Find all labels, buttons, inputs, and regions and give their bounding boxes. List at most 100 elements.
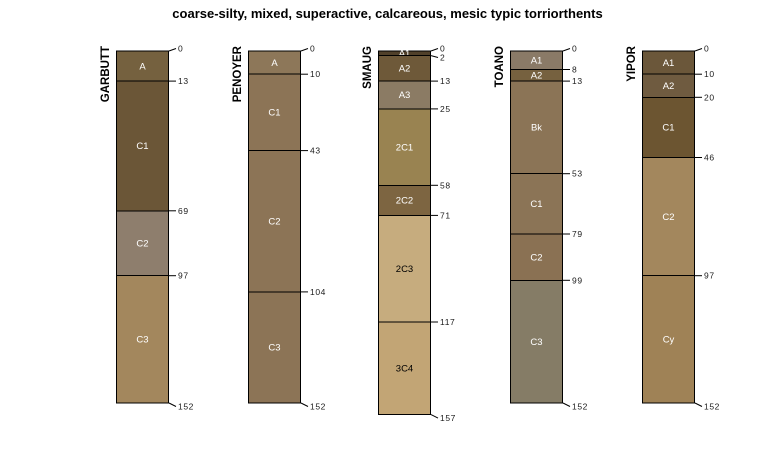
horizon-rect: [510, 80, 563, 175]
depth-label: 69: [178, 206, 189, 216]
depth-label: 97: [704, 271, 715, 281]
depth-label: 13: [178, 76, 189, 86]
horizon-rect: [642, 157, 695, 277]
depth-label: 0: [310, 44, 315, 54]
depth-label: 10: [704, 69, 715, 79]
horizon-label: A2: [399, 64, 411, 75]
depth-label: 13: [572, 76, 583, 86]
depth-label: 152: [572, 402, 588, 412]
depth-tick: [300, 402, 309, 407]
horizon-label: A: [139, 61, 146, 72]
horizon-rect: [510, 173, 563, 235]
profile-name-label: GARBUTT: [100, 46, 112, 102]
depth-label: 157: [440, 413, 456, 423]
horizon-label: 2C2: [396, 196, 413, 207]
profile-name-label: SMAUG: [362, 46, 374, 89]
depth-label: 0: [440, 44, 445, 54]
depth-label: 0: [178, 44, 183, 54]
depth-label: 58: [440, 180, 451, 190]
depth-tick: [168, 48, 177, 52]
depth-label: 104: [310, 287, 326, 297]
depth-label: 152: [704, 402, 720, 412]
horizon-rect: [116, 210, 169, 277]
profile-smaug: SMAUG A1 A2 A3 2C1 2C2 2C3 3C4 02 13 25 58 71 117 157: [362, 44, 456, 424]
horizon-rect: [378, 55, 431, 82]
horizon-rect: [248, 150, 301, 293]
depth-tick: [168, 402, 177, 407]
horizon-rect: [116, 80, 169, 212]
horizon-rect: [642, 96, 695, 159]
horizon-label: A1: [399, 49, 411, 60]
profile-toano: TOANO A1 A2 Bk C1 C2 C3 0 813 53 79 99 152: [494, 44, 588, 412]
depth-tick: [694, 402, 703, 407]
depth-tick: [694, 48, 703, 52]
profile-penoyer: PENOYER A C1 C2 C3 0 10 43 104 152: [232, 44, 326, 412]
horizon-label: A: [271, 58, 278, 69]
depth-label: 79: [572, 229, 583, 239]
horizon-rect: [510, 279, 563, 404]
depth-label: 71: [440, 210, 451, 220]
depth-tick: [300, 48, 309, 52]
horizon-label: C1: [268, 108, 280, 119]
horizon-rect: [116, 275, 169, 404]
depth-label: 53: [572, 169, 583, 179]
horizon-label: C2: [530, 252, 542, 263]
horizon-rect: [378, 184, 431, 216]
horizon-rect: [248, 291, 301, 404]
profile-yipor: YIPOR A1 A2 C1 C2 Cy 0 10 20 46 97 152: [626, 44, 720, 412]
depth-tick: [430, 48, 439, 52]
horizon-rect: [116, 50, 169, 82]
horizon-rect: [510, 233, 563, 281]
depth-tick: [430, 55, 439, 58]
depth-label: 97: [178, 271, 189, 281]
horizon-label: C1: [530, 199, 542, 210]
horizon-label: C1: [662, 123, 674, 134]
depth-label: 2: [440, 53, 445, 63]
depth-label: 152: [178, 402, 194, 412]
plot-title: coarse-silty, mixed, superactive, calcar…: [172, 6, 603, 21]
depth-tick: [562, 402, 571, 407]
horizon-label: 3C4: [396, 364, 413, 375]
horizon-label: A2: [531, 71, 543, 82]
horizon-rect: [642, 275, 695, 404]
horizon-label: A1: [531, 56, 543, 67]
profile-name-label: PENOYER: [232, 45, 244, 102]
horizon-label: A2: [663, 81, 675, 92]
profile-name-label: TOANO: [494, 46, 506, 87]
horizon-label: C3: [530, 337, 542, 348]
horizon-label: A1: [663, 58, 675, 69]
horizon-rect: [378, 108, 431, 186]
depth-label: 0: [572, 44, 577, 54]
horizon-label: 2C1: [396, 142, 413, 153]
horizon-label: C3: [136, 335, 148, 346]
horizon-rect: [378, 321, 431, 416]
depth-label: 20: [704, 92, 715, 102]
depth-label: 0: [704, 44, 709, 54]
horizon-label: Bk: [531, 123, 542, 134]
horizon-label: C2: [268, 216, 280, 227]
profile-garbutt: GARBUTT A C1 C2 C3 0 13 69 97 152: [100, 44, 194, 412]
horizon-label: 2C3: [396, 264, 413, 275]
depth-label: 152: [310, 402, 326, 412]
depth-label: 43: [310, 146, 321, 156]
depth-tick: [430, 414, 439, 419]
horizon-label: C3: [268, 343, 280, 354]
depth-label: 25: [440, 104, 451, 114]
depth-tick: [562, 48, 571, 52]
horizon-rect: [378, 214, 431, 323]
horizon-rect: [378, 80, 431, 110]
depth-label: 99: [572, 275, 583, 285]
depth-label: 46: [704, 153, 715, 163]
horizon-label: C2: [136, 238, 148, 249]
horizon-label: Cy: [663, 335, 675, 346]
horizon-label: C1: [136, 141, 148, 152]
horizon-label: A3: [399, 90, 411, 101]
depth-label: 8: [572, 65, 577, 75]
depth-label: 13: [440, 76, 451, 86]
depth-label: 117: [440, 317, 455, 327]
depth-label: 10: [310, 69, 321, 79]
horizon-label: C2: [662, 212, 674, 223]
profile-name-label: YIPOR: [626, 45, 638, 81]
